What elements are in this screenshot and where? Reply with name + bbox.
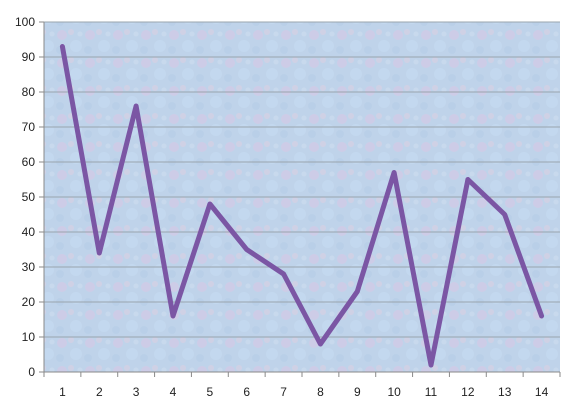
x-tick-label: 2 [96,385,103,399]
y-tick-label: 20 [22,295,36,309]
y-tick-label: 10 [22,330,36,344]
y-tick-label: 60 [22,155,36,169]
x-tick-label: 6 [243,385,250,399]
x-tick-label: 4 [170,385,177,399]
x-tick-label: 9 [354,385,361,399]
y-tick-label: 70 [22,120,36,134]
gridlines [44,21,560,338]
x-tick-label: 5 [207,385,214,399]
x-tick-label: 14 [535,385,549,399]
y-tick-label: 40 [22,225,36,239]
y-tick-label: 100 [15,15,35,29]
x-tick-label: 13 [498,385,512,399]
y-tick-label: 90 [22,50,36,64]
x-tick-label: 8 [317,385,324,399]
x-tick-labels: 1 2 3 4 5 6 7 8 9 10 11 12 13 14 [59,385,548,399]
x-tick-label: 12 [461,385,475,399]
y-tick-labels: 0 10 20 30 40 50 60 70 80 90 100 [15,15,35,379]
y-tick-label: 0 [28,365,35,379]
y-tick-label: 80 [22,85,36,99]
x-tick-label: 10 [387,385,401,399]
x-tick-label: 3 [133,385,140,399]
series-line [59,44,545,368]
axes [39,21,561,377]
y-tick-label: 30 [22,260,36,274]
x-tick-label: 1 [59,385,66,399]
x-tick-label: 11 [425,385,438,399]
x-tick-label: 7 [280,385,287,399]
y-tick-label: 50 [22,190,36,204]
